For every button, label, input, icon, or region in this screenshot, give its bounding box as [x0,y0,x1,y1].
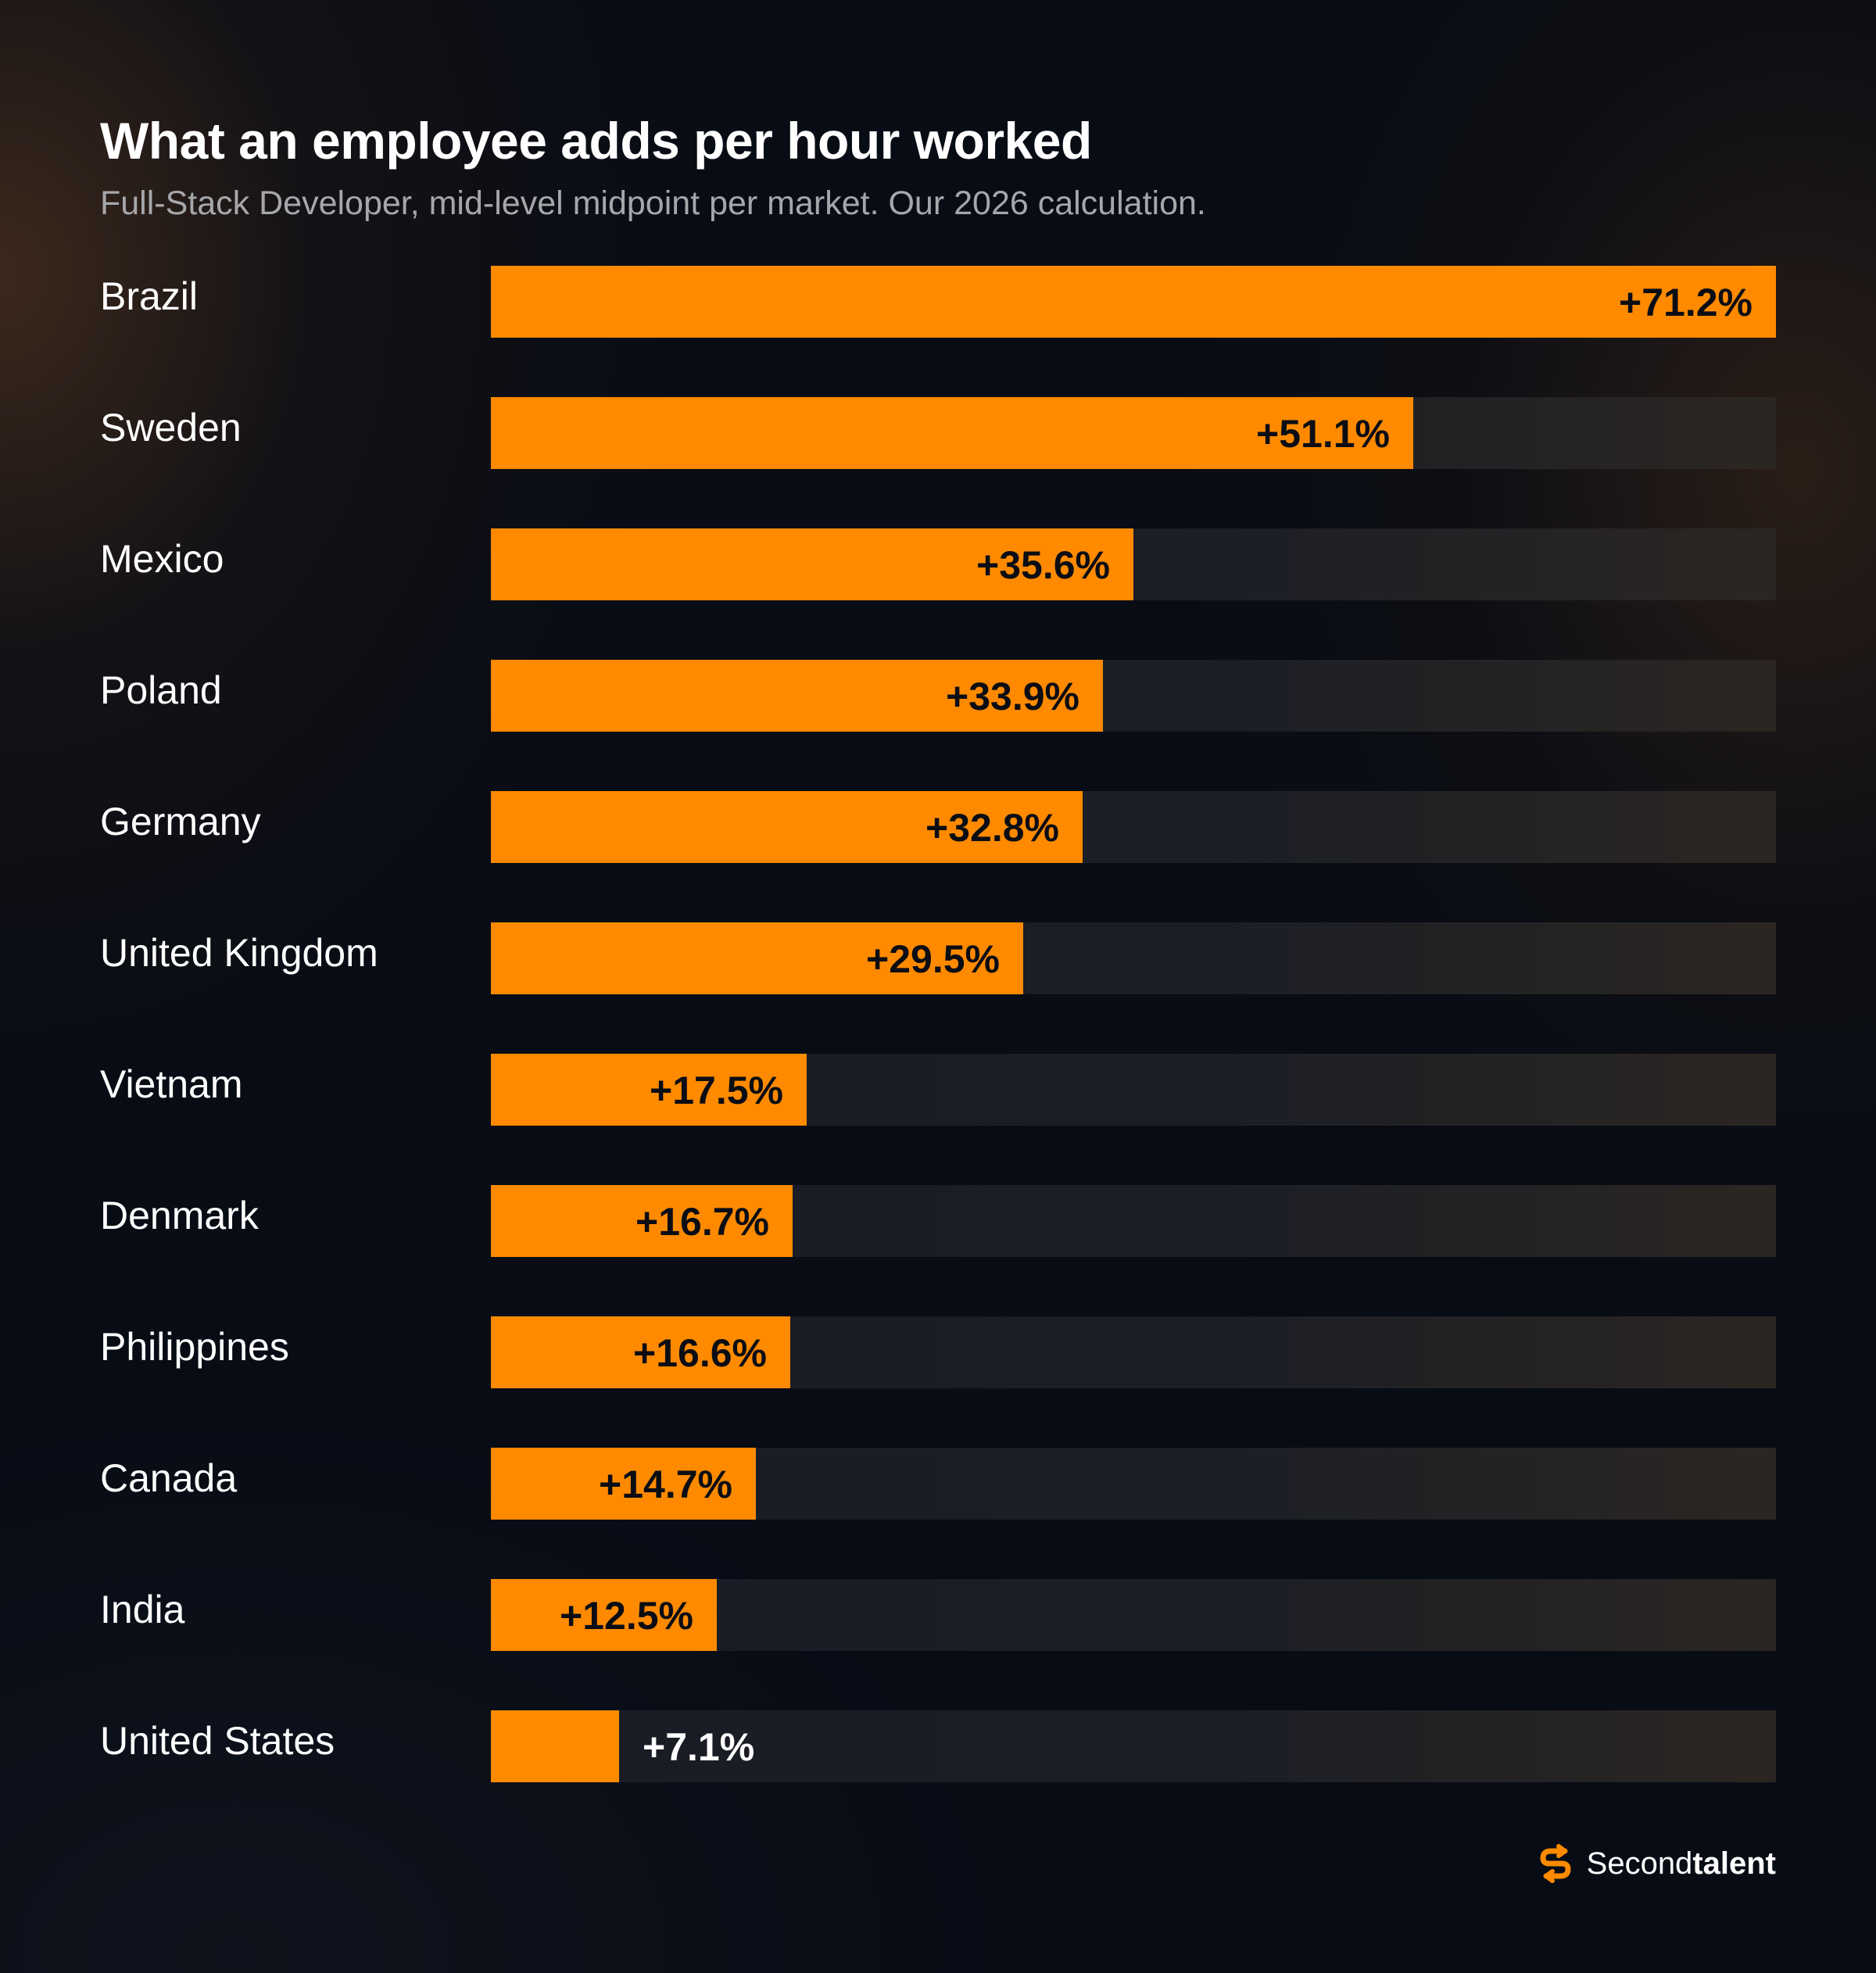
bar [491,1579,717,1651]
data-label: +16.6% [633,1331,767,1375]
chart-title: What an employee adds per hour worked [100,112,1092,170]
bar [491,660,1103,732]
category-label: United States [100,1719,335,1763]
bar [491,397,1413,469]
bar [491,1054,807,1126]
data-label: +16.7% [635,1200,769,1244]
data-label: +29.5% [866,937,1000,981]
bar [491,1448,756,1520]
category-label: United Kingdom [100,931,378,975]
category-label: Germany [100,800,261,843]
data-label: +12.5% [560,1594,693,1638]
category-label: Canada [100,1456,238,1500]
data-label: +71.2% [1619,281,1752,324]
category-label: Philippines [100,1325,289,1369]
bar [491,266,1776,338]
category-label: Brazil [100,274,199,318]
data-label: +35.6% [976,543,1110,587]
bar [491,1316,790,1388]
category-label: Denmark [100,1194,259,1237]
category-label: India [100,1588,185,1631]
bar [491,922,1023,994]
bar [491,1710,619,1782]
brand-name: Secondtalent [1587,1846,1776,1882]
bar [491,1185,793,1257]
category-label: Poland [100,668,222,712]
category-label: Vietnam [100,1062,243,1106]
bar [491,791,1083,863]
category-label: Sweden [100,406,242,449]
data-label: +51.1% [1256,412,1390,456]
secondtalent-logo-icon [1540,1844,1571,1883]
brand-name-regular: Second [1586,1846,1693,1881]
data-label: +17.5% [650,1069,783,1112]
data-label: +33.9% [946,675,1079,718]
category-label: Mexico [100,537,224,581]
bar-track [491,1710,1776,1782]
chart-subtitle: Full-Stack Developer, mid-level midpoint… [100,184,1206,222]
bar [491,528,1133,600]
data-label: +7.1% [643,1725,755,1769]
brand-logo: Secondtalent [1535,1842,1776,1885]
brand-name-bold: talent [1692,1846,1776,1881]
data-label: +14.7% [599,1463,732,1506]
data-label: +32.8% [925,806,1059,850]
